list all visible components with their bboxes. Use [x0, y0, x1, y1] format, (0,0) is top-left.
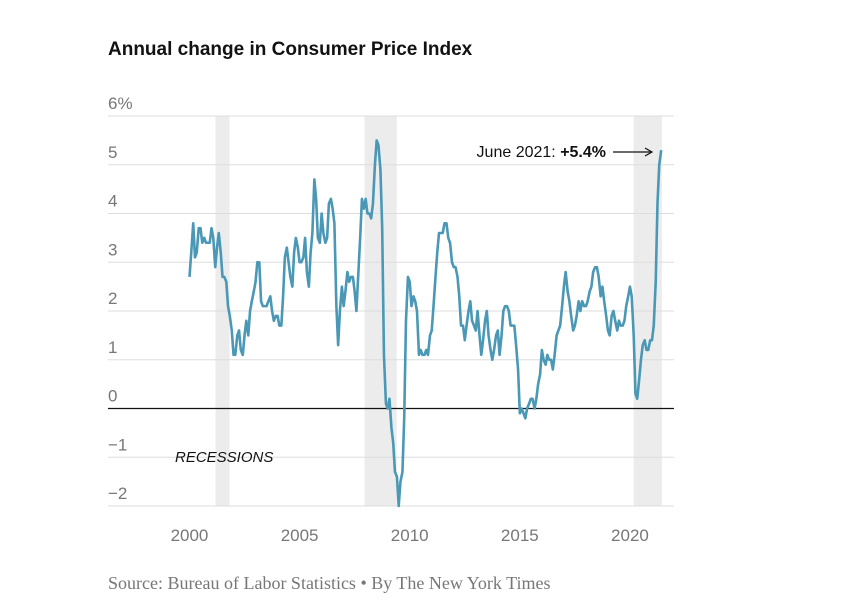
lines — [188, 139, 663, 508]
x-tick-label: 2020 — [611, 526, 649, 545]
source: Source: Bureau of Labor Statistics • By … — [108, 573, 550, 593]
recession-label: RECESSIONS — [175, 449, 273, 466]
annotation-text: June 2021: — [477, 144, 556, 161]
y-tick-label: 6% — [108, 94, 133, 113]
x-tick-label: 2000 — [171, 526, 209, 545]
annotation: June 2021: +5.4% — [477, 144, 606, 161]
annotation-value: +5.4% — [560, 144, 606, 161]
annotation-arrowhead — [644, 147, 654, 157]
data-line — [188, 139, 663, 508]
y-tick-label: 2 — [108, 289, 117, 308]
x-tick-label: 2010 — [391, 526, 429, 545]
y-tick-label: 5 — [108, 143, 117, 162]
y-tick-label: 3 — [108, 240, 117, 259]
y-tick-label: 0 — [108, 387, 117, 406]
chart-title: Annual change in Consumer Price Index — [108, 39, 473, 60]
y-tick-label: −2 — [108, 484, 127, 503]
y-tick-label: 1 — [108, 338, 117, 357]
x-tick-label: 2015 — [501, 526, 539, 545]
y-tick-label: 4 — [108, 192, 117, 211]
x-tick-label: 2005 — [281, 526, 319, 545]
y-tick-label: −1 — [108, 435, 127, 454]
